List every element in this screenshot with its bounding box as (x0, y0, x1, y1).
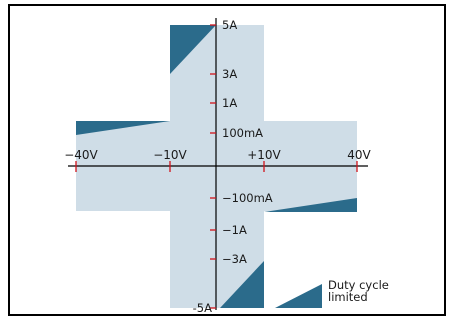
x-tick-label-plus10: +10V (247, 148, 281, 162)
duty-region-right (264, 198, 357, 212)
soa-plot: −40V −10V +10V 40V 5A 3A 1A 100mA −100mA… (64, 18, 393, 315)
y-ticks (210, 24, 216, 309)
duty-cycle-regions (76, 25, 357, 308)
x-ticks (75, 161, 358, 172)
legend-label: Duty cycle limited (328, 278, 393, 304)
y-tick-label-minus3A: −3A (222, 252, 247, 266)
y-tick-label-3A: 3A (222, 67, 237, 81)
y-tick-label-minus5A: -5A (193, 301, 212, 315)
x-tick-label-minus40: −40V (64, 148, 98, 162)
duty-region-bottom (220, 261, 264, 308)
x-tick-label-plus40: 40V (347, 148, 371, 162)
y-tick-label-minus100mA: −100mA (222, 191, 273, 205)
legend-swatch (275, 284, 322, 308)
duty-region-left (76, 121, 170, 135)
y-tick-label-100mA: 100mA (222, 126, 263, 140)
y-tick-label-1A: 1A (222, 96, 237, 110)
chart-frame: −40V −10V +10V 40V 5A 3A 1A 100mA −100mA… (8, 4, 446, 316)
legend-label-line2: limited (328, 290, 368, 304)
y-tick-label-5A: 5A (222, 18, 237, 32)
duty-region-top (170, 25, 216, 74)
legend-label-line1: Duty cycle (328, 278, 389, 292)
x-tick-label-minus10: −10V (153, 148, 187, 162)
y-tick-label-minus1A: −1A (222, 223, 247, 237)
